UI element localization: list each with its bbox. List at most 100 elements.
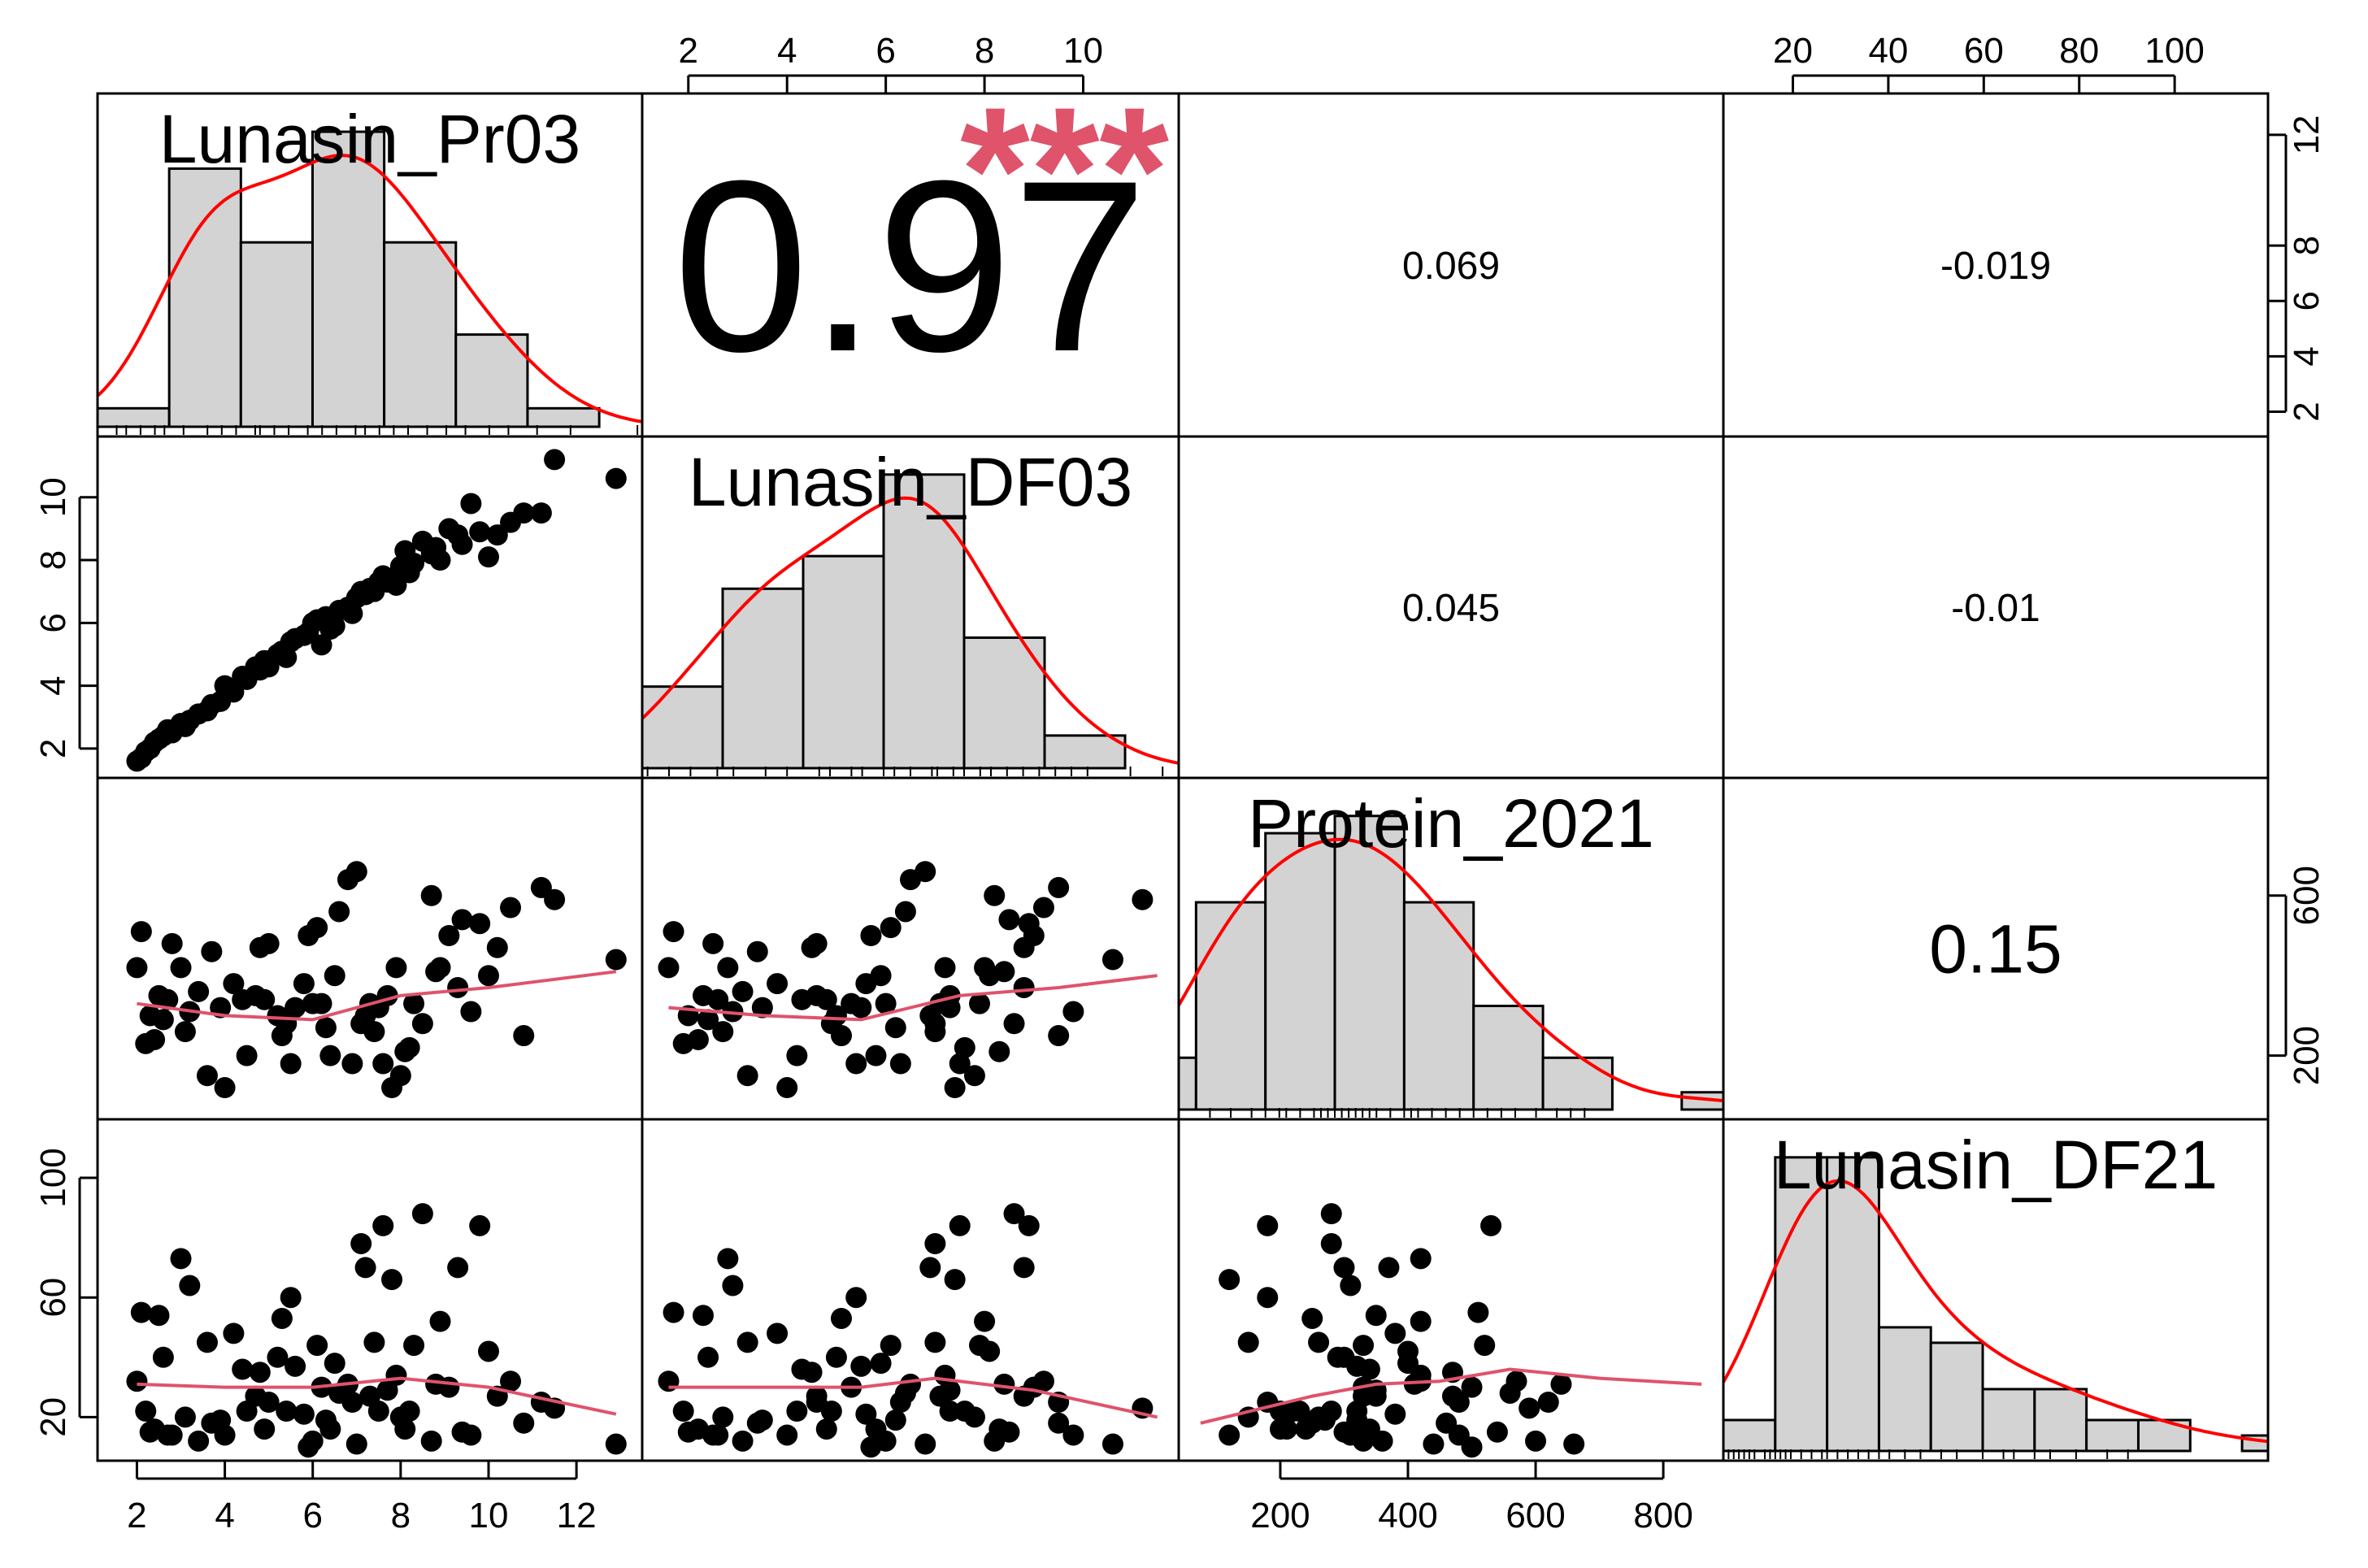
histogram-bar (1826, 1156, 1880, 1453)
scatter-point (1358, 1424, 1380, 1446)
scatter-point (1486, 1421, 1508, 1443)
scatter-point (1132, 888, 1154, 910)
scatter-point (460, 493, 482, 515)
scatter-point (880, 917, 902, 939)
histogram-bar (1264, 832, 1336, 1111)
scatter-point (993, 1373, 1015, 1395)
scatter-point (451, 533, 473, 555)
axis-tick-label: 10 (469, 1496, 509, 1535)
scatter-point (1003, 1203, 1025, 1225)
scatter-point (1018, 1214, 1040, 1236)
axis-tick-label: 100 (33, 1148, 73, 1207)
scatter-point (372, 1214, 394, 1236)
scatter-point (319, 1418, 341, 1440)
scatter-point (447, 1257, 469, 1279)
diagonal-variable-label: Lunasin_DF03 (689, 444, 1132, 520)
scatter-point (746, 1412, 768, 1434)
scatter-point (984, 884, 1006, 906)
correlation-value: 0.15 (1929, 910, 2062, 987)
scatter-point (1013, 1257, 1035, 1279)
density-curve (1177, 837, 1724, 1103)
scatter-point (860, 925, 882, 947)
scatter-point (663, 921, 684, 943)
scatter-point (974, 1310, 996, 1332)
axis-tick-label: 2 (127, 1496, 146, 1535)
scatter-point (884, 1409, 906, 1431)
scatter-point (939, 1401, 961, 1422)
scatter-point (915, 861, 936, 883)
histogram-bar (2033, 1388, 2088, 1453)
scatter-point (425, 961, 447, 983)
scatter-point (1423, 1433, 1445, 1455)
correlation-value: 0.97 (673, 129, 1148, 402)
scatter-point (398, 562, 420, 584)
scatter-point (144, 732, 166, 754)
scatter-point (174, 1406, 196, 1428)
scatter-point (451, 909, 473, 931)
scatter-point (359, 1385, 380, 1407)
scatter-point (998, 1421, 1020, 1443)
axis-tick-label: 2 (679, 31, 698, 71)
axis-tick-label: 600 (1506, 1496, 1565, 1535)
scatter-point (513, 1412, 535, 1434)
axis-tick-label: 4 (33, 675, 73, 695)
scatter-point (403, 1335, 425, 1357)
scatter-point (687, 1418, 709, 1440)
scatter-point (884, 1017, 906, 1039)
scatter-point (170, 1248, 192, 1270)
smooth-line (1200, 1367, 1702, 1425)
scatter-point (223, 681, 245, 703)
scatter-point (513, 1025, 535, 1047)
histogram-bar (882, 473, 966, 770)
axis-tick-label: 4 (777, 31, 797, 71)
scatter-point (736, 1065, 758, 1087)
scatter-point (293, 1403, 315, 1425)
axis-tick-label: 8 (975, 31, 994, 71)
scatter-point (179, 1275, 201, 1297)
scatter-point (791, 988, 813, 1010)
scatter-point (438, 925, 460, 947)
axis-tick-label: 8 (2287, 236, 2327, 255)
histogram-bar (802, 554, 885, 770)
diagonal-variable-label: Protein_2021 (1248, 785, 1654, 862)
scatter-point (403, 992, 425, 1014)
scatter-point (411, 1013, 433, 1035)
scatter-point (1048, 1412, 1070, 1434)
scatter-point (1032, 1370, 1054, 1392)
scatter-point (697, 1346, 719, 1368)
scatter-point (692, 1305, 714, 1327)
scatter-point (319, 1045, 341, 1066)
scatter-point (341, 1053, 363, 1075)
scatter-point (1032, 897, 1054, 919)
histogram-bar (721, 587, 805, 770)
scatter-point (658, 957, 680, 979)
scatter-point (276, 646, 298, 668)
scatter-point (1506, 1370, 1527, 1392)
axis-tick-label: 12 (557, 1496, 597, 1535)
scatter-point (232, 1358, 254, 1380)
scatter-point (820, 1013, 842, 1035)
scatter-point (223, 1323, 245, 1344)
scatter-point (1537, 1392, 1559, 1413)
scatter-point (732, 1430, 754, 1452)
scatter-point (460, 1001, 482, 1023)
scatter-point (469, 913, 491, 935)
scatter-point (915, 1433, 936, 1455)
scatter-point (605, 949, 627, 971)
scatter-point (605, 1433, 627, 1455)
scatter-point (544, 888, 566, 910)
scatter-point (1378, 1257, 1400, 1279)
axis-tick-label: 600 (2287, 866, 2327, 925)
scatter-point (232, 666, 254, 688)
axis-tick-label: 6 (876, 31, 895, 71)
scatter-point (889, 1392, 911, 1413)
scatter-point (148, 1305, 170, 1327)
scatter-point (254, 1418, 276, 1440)
scatter-point (1062, 1424, 1084, 1446)
diagonal-variable-label: Lunasin_DF21 (1774, 1127, 2218, 1203)
axis-tick-label: 8 (33, 550, 73, 570)
histogram-bar (526, 406, 601, 428)
scatter-point (381, 1269, 403, 1291)
scatter-point (841, 992, 862, 1014)
scatter-point (500, 897, 522, 919)
